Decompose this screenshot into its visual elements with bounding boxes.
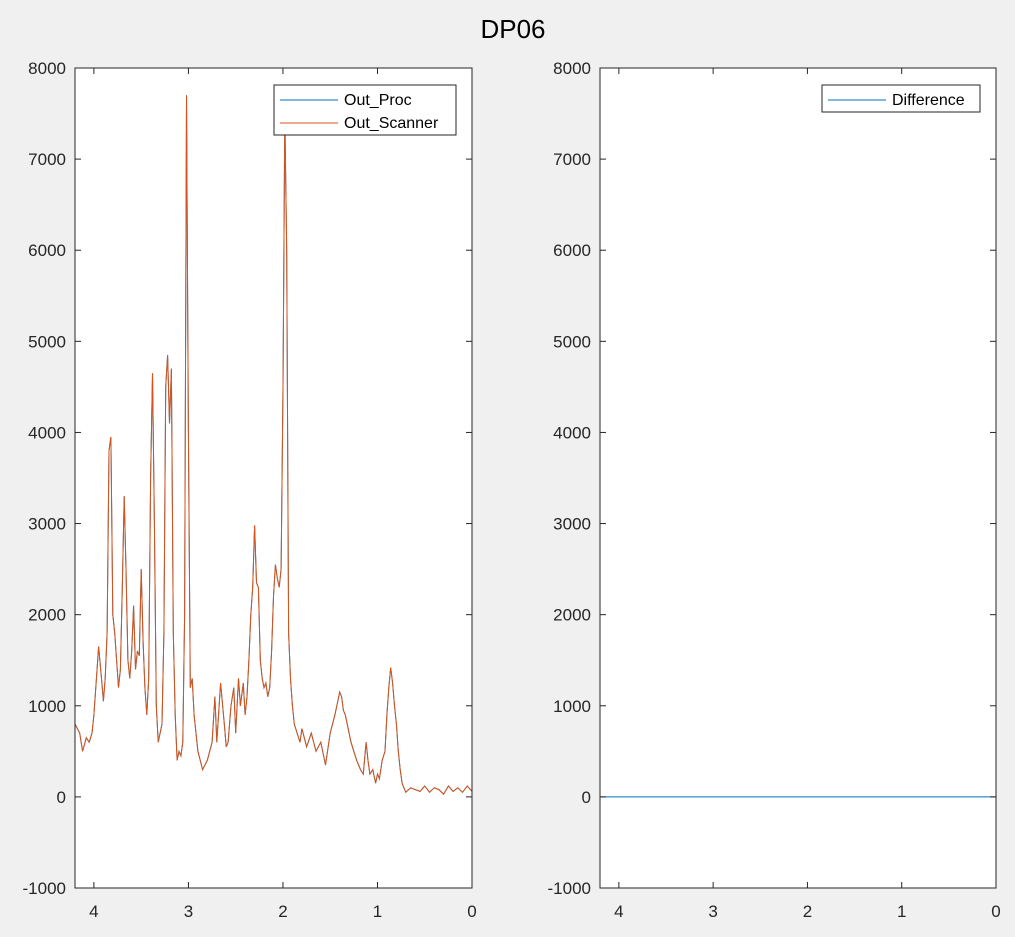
y-tick-label: 5000: [28, 332, 66, 351]
legend-label: Out_Proc: [344, 92, 412, 109]
left-axes: -1000 0 1000 2000 3000 4000 5000 6000 7000 8000 4 3…: [23, 59, 477, 921]
x-tick-label: 4: [89, 902, 98, 921]
y-tick-label: 0: [57, 788, 66, 807]
x-tick-label: 2: [803, 902, 812, 921]
y-tick-label: 1000: [28, 697, 66, 716]
legend-label: Difference: [892, 92, 965, 109]
y-tick-label: 7000: [553, 150, 591, 169]
figure-title: DP06: [480, 14, 545, 44]
y-tick-label: 2000: [553, 606, 591, 625]
y-tick-label: 7000: [28, 150, 66, 169]
series-group: [75, 95, 472, 796]
x-tick-label: 2: [278, 902, 287, 921]
x-tick-label: 1: [897, 902, 906, 921]
axes-box: [74, 67, 473, 889]
y-tick-label: 3000: [553, 515, 591, 534]
y-tick-label: 6000: [553, 241, 591, 260]
y-tick-label: -1000: [548, 879, 591, 898]
y-tick-label: 8000: [553, 59, 591, 78]
y-tick-label: 3000: [28, 515, 66, 534]
plot-area: [600, 68, 996, 888]
y-tick-label: 4000: [28, 423, 66, 442]
y-tick-label: 4000: [553, 423, 591, 442]
y-tick-label: -1000: [23, 879, 66, 898]
y-tick-label: 2000: [28, 606, 66, 625]
y-tick-label: 1000: [553, 697, 591, 716]
legend[interactable]: Out_Proc Out_Scanner: [273, 84, 457, 136]
y-tick-label: 8000: [28, 59, 66, 78]
legend-box: [821, 84, 981, 113]
x-tick-label: 3: [708, 902, 717, 921]
y-tick-label: 6000: [28, 241, 66, 260]
right-axes: -1000 0 1000 2000 3000 4000 5000 6000 7000 8000 4 3…: [548, 59, 1001, 921]
legend-label: Out_Scanner: [344, 115, 439, 132]
plot-area: [75, 68, 472, 888]
y-tick-label: 5000: [553, 332, 591, 351]
axes-box: [599, 67, 997, 889]
x-tick-label: 1: [373, 902, 382, 921]
x-tick-label: 4: [614, 902, 623, 921]
x-tick-label: 3: [184, 902, 193, 921]
y-tick-label: 0: [582, 788, 591, 807]
series-line-out-scanner: [75, 95, 472, 796]
legend[interactable]: Difference: [821, 84, 981, 113]
x-tick-label: 0: [991, 902, 1000, 921]
x-tick-label: 0: [467, 902, 476, 921]
legend-box: [273, 84, 457, 136]
